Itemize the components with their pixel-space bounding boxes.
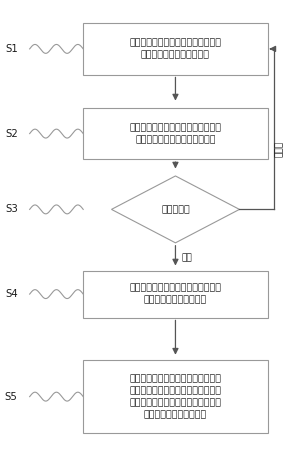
Text: 计算每个分级设备或汇流点处的分级
比或汇流比的最小二乘解: 计算每个分级设备或汇流点处的分级 比或汇流比的最小二乘解 [130, 284, 221, 305]
FancyBboxPatch shape [83, 271, 268, 318]
Text: 根据流程结构，列出每个分级设备或
汇流点处的理想物料守恒方程组: 根据流程结构，列出每个分级设备或 汇流点处的理想物料守恒方程组 [130, 123, 221, 144]
Polygon shape [112, 176, 240, 243]
Text: 开展流程考察，获取流程中各节点矿
石或矿浆样本粒度分布数据: 开展流程考察，获取流程中各节点矿 石或矿浆样本粒度分布数据 [130, 38, 221, 59]
Text: 将分级比或汇流比的最小二乘解带入
所述预设约束的物料守恒方程组中，
根据预设的目标函数和约束条件利用
相关常用算法得到最优解: 将分级比或汇流比的最小二乘解带入 所述预设约束的物料守恒方程组中， 根据预设的目… [130, 374, 221, 419]
Text: S2: S2 [5, 129, 18, 139]
Text: S4: S4 [5, 289, 18, 299]
Text: S5: S5 [5, 392, 18, 402]
Text: 一致性评价: 一致性评价 [161, 205, 190, 214]
FancyBboxPatch shape [83, 108, 268, 159]
Text: 不满足: 不满足 [275, 141, 284, 157]
Text: 满足: 满足 [181, 253, 192, 262]
FancyBboxPatch shape [83, 360, 268, 433]
Text: S3: S3 [5, 204, 18, 214]
Text: S1: S1 [5, 44, 18, 54]
FancyBboxPatch shape [83, 23, 268, 75]
